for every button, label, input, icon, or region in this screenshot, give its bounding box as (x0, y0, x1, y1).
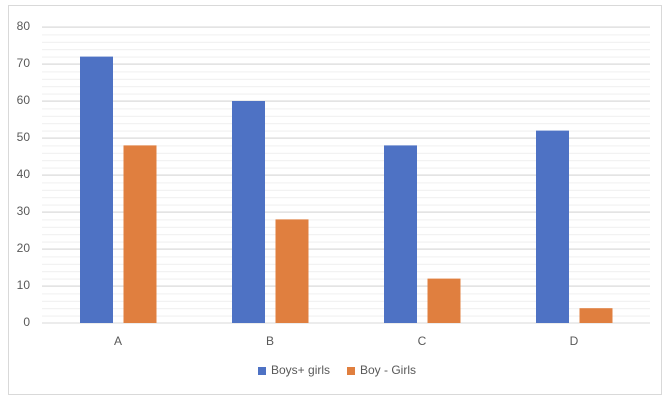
y-tick-label: 40 (17, 167, 31, 181)
bar (80, 56, 113, 323)
x-tick-label: A (114, 334, 122, 348)
y-tick-label: 60 (17, 93, 31, 107)
legend-swatch (258, 367, 266, 375)
legend-label: Boy - Girls (360, 363, 416, 377)
x-tick-label: C (418, 334, 427, 348)
x-tick-label: D (570, 334, 579, 348)
y-tick-label: 70 (17, 56, 31, 70)
bar (579, 308, 613, 323)
bar (232, 101, 265, 323)
x-tick-label: B (266, 334, 274, 348)
y-tick-label: 20 (17, 241, 31, 255)
bar (384, 145, 417, 323)
legend-swatch (347, 367, 355, 375)
y-tick-label: 10 (17, 278, 31, 292)
bar (536, 130, 569, 323)
y-tick-label: 30 (17, 204, 31, 218)
y-tick-label: 50 (17, 130, 31, 144)
bar (427, 278, 461, 323)
bar (123, 145, 157, 323)
y-tick-label: 80 (17, 19, 31, 33)
bar (275, 219, 309, 323)
legend-label: Boys+ girls (271, 363, 330, 377)
y-tick-label: 0 (23, 315, 30, 329)
